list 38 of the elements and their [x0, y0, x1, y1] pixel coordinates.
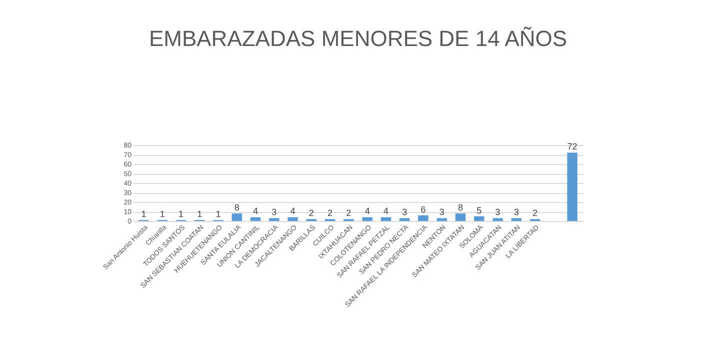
data-label: 6 — [420, 204, 426, 214]
bar — [269, 218, 280, 221]
bar — [399, 218, 410, 221]
bar — [474, 216, 484, 221]
data-label: 2 — [308, 208, 314, 218]
data-label: 8 — [458, 202, 463, 212]
chart-title: EMBARAZADAS MENORES DE 14 AÑOS — [148, 26, 568, 51]
bar — [511, 218, 522, 221]
data-label: 4 — [383, 206, 388, 216]
bar — [436, 218, 447, 221]
data-label: 3 — [495, 207, 500, 218]
data-label: 3 — [439, 207, 444, 218]
bar — [567, 152, 578, 221]
bar — [492, 218, 503, 221]
data-label: 8 — [234, 202, 240, 212]
bar — [232, 213, 242, 221]
data-label: 1 — [216, 209, 221, 220]
data-label: 1 — [197, 209, 202, 220]
data-label: 2 — [328, 208, 333, 218]
data-label: 1 — [141, 209, 146, 220]
bar — [250, 217, 261, 221]
data-label: 2 — [346, 208, 352, 218]
bar — [455, 213, 466, 221]
data-label: 3 — [402, 207, 408, 218]
data-label: 4 — [290, 206, 296, 216]
data-label: 3 — [514, 207, 519, 218]
bar — [380, 217, 392, 221]
data-label: 4 — [253, 206, 258, 216]
data-label: 2 — [532, 208, 538, 218]
data-label: 1 — [178, 209, 184, 220]
data-label: 4 — [364, 206, 370, 216]
bar — [362, 217, 372, 221]
data-label: 1 — [160, 209, 165, 220]
bar — [288, 217, 298, 221]
bar — [418, 215, 428, 221]
data-label: 5 — [476, 205, 482, 216]
data-label: 72 — [567, 142, 578, 152]
data-label: 3 — [272, 207, 277, 218]
